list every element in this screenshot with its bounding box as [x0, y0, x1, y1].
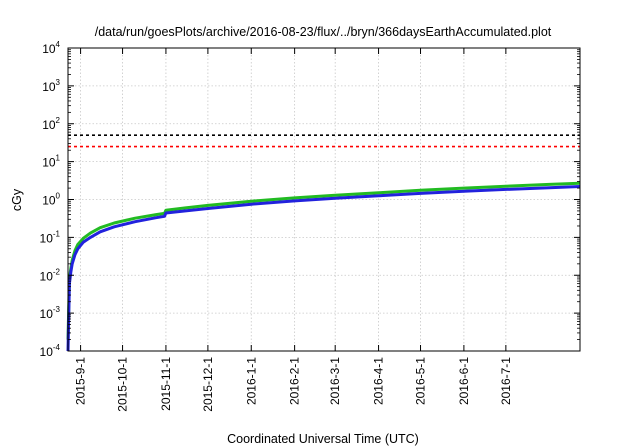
- y-tick-label: 100: [42, 192, 60, 208]
- y-tick-label: 10-4: [40, 343, 61, 359]
- x-tick-label: 2016-2-1: [288, 357, 302, 405]
- series-line: [66, 181, 581, 340]
- x-tick-label: 2016-6-1: [457, 357, 471, 405]
- series-group: [66, 181, 581, 352]
- y-tick-label: 101: [42, 154, 60, 170]
- x-axis-label: Coordinated Universal Time (UTC): [227, 432, 419, 446]
- y-tick-labels: 10-4 10-3 10-2 10-1 100 101 102 103 104: [40, 40, 61, 359]
- y-axis-label: cGy: [10, 188, 24, 211]
- y-tick-label: 10-3: [40, 305, 61, 321]
- x-tick-label: 2016-5-1: [414, 357, 428, 405]
- x-tick-label: 2015-11-1: [159, 357, 173, 411]
- x-tick-label: 2015-10-1: [116, 357, 130, 412]
- y-tick-label: 10-1: [40, 229, 61, 245]
- ticks: [68, 47, 580, 352]
- y-tick-label: 103: [42, 78, 60, 94]
- reference-lines: [68, 134, 580, 148]
- x-tick-label: 2015-12-1: [201, 357, 215, 412]
- x-tick-labels: 2015-9-1 2015-10-1 2015-11-1 2015-12-1 2016-…: [74, 357, 513, 412]
- x-tick-label: 2016-1-1: [244, 357, 258, 405]
- y-tick-label: 10-2: [40, 267, 61, 283]
- y-tick-label: 102: [42, 116, 60, 132]
- x-tick-label: 2016-3-1: [328, 357, 342, 405]
- x-tick-label: 2016-7-1: [499, 357, 513, 405]
- series-line: [66, 185, 581, 352]
- x-tick-label: 2016-4-1: [372, 357, 386, 405]
- chart-title: /data/run/goesPlots/archive/2016-08-23/f…: [95, 25, 552, 39]
- x-tick-label: 2015-9-1: [74, 357, 88, 405]
- y-tick-label: 104: [42, 40, 60, 56]
